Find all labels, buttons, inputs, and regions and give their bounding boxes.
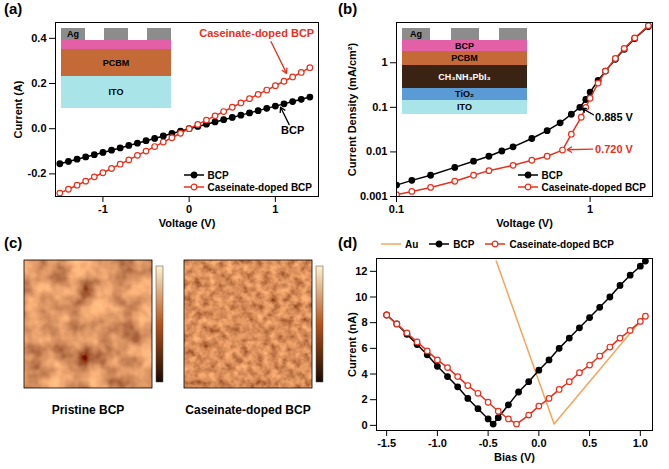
html-text:(d): (d) [338,234,358,251]
svg-text:BCP: BCP [281,124,304,136]
svg-text:Current Density (mA/cm²): Current Density (mA/cm²) [346,43,358,177]
html-text:(c): (c) [4,234,23,251]
html-text:TiO₂: TiO₂ [455,89,474,99]
html-text:ITO: ITO [457,102,472,112]
svg-text:0.2: 0.2 [31,77,46,89]
html-text:(a): (a) [4,0,23,17]
html-text:BCP: BCP [455,40,474,51]
svg-text:-1.0: -1.0 [428,437,447,449]
svg-text:0.885 V: 0.885 V [595,111,634,123]
html-text:BCP: BCP [541,169,563,181]
svg-text:0.0: 0.0 [31,122,46,134]
svg-text:-1.5: -1.5 [377,437,396,449]
svg-text:-1: -1 [98,203,108,215]
html-text:Caseinate-doped BCP: Caseinate-doped BCP [541,181,646,193]
html-text:Caseinate-doped BCP: Caseinate-doped BCP [207,181,312,193]
svg-text:6: 6 [361,342,367,354]
html-text:Ag: Ag [410,29,422,39]
html-text:Ag: Ag [67,29,79,39]
svg-text:4: 4 [361,368,368,380]
html-text:ITO: ITO [108,87,124,97]
svg-text:1: 1 [272,203,278,215]
svg-text:1: 1 [381,56,387,68]
svg-text:0.0: 0.0 [531,437,546,449]
svg-text:0.1: 0.1 [372,101,387,113]
svg-text:0.001: 0.001 [360,190,388,202]
html-text:CH₃NH₃PbI₃: CH₃NH₃PbI₃ [438,71,491,82]
html-text:PCBM: PCBM [102,57,130,68]
svg-text:8: 8 [361,316,367,328]
svg-text:0.01: 0.01 [366,145,387,157]
svg-text:0.4: 0.4 [31,32,47,44]
svg-text:Current (nA): Current (nA) [346,312,358,377]
svg-text:0.720 V: 0.720 V [595,143,634,155]
html-text:Caseinate-doped BCP: Caseinate-doped BCP [509,238,614,250]
svg-text:0: 0 [361,419,367,431]
html-text:BCP: BCP [207,169,229,181]
html-text:(b): (b) [338,0,358,17]
html-text:Au: Au [405,238,419,250]
svg-text:10: 10 [355,291,367,303]
svg-text:Current (A): Current (A) [12,80,24,138]
svg-text:Pristine BCP: Pristine BCP [52,403,125,417]
svg-text:Voltage (V): Voltage (V) [159,217,216,229]
svg-text:Caseinate-doped BCP: Caseinate-doped BCP [199,27,314,39]
svg-text:2: 2 [361,393,367,405]
html-text:PCBM: PCBM [451,53,478,63]
svg-text:Voltage (V): Voltage (V) [496,217,553,229]
svg-text:0.5: 0.5 [582,437,597,449]
svg-text:-0.2: -0.2 [28,167,47,179]
svg-text:1: 1 [587,203,593,215]
svg-text:Caseinate-doped BCP: Caseinate-doped BCP [185,403,310,417]
svg-text:0: 0 [186,203,192,215]
svg-text:0.1: 0.1 [389,203,404,215]
svg-text:1.0: 1.0 [633,437,648,449]
svg-text:-0.5: -0.5 [479,437,498,449]
svg-text:12: 12 [355,265,367,277]
html-text:BCP: BCP [453,238,475,250]
svg-text:Bias (V): Bias (V) [494,451,535,463]
